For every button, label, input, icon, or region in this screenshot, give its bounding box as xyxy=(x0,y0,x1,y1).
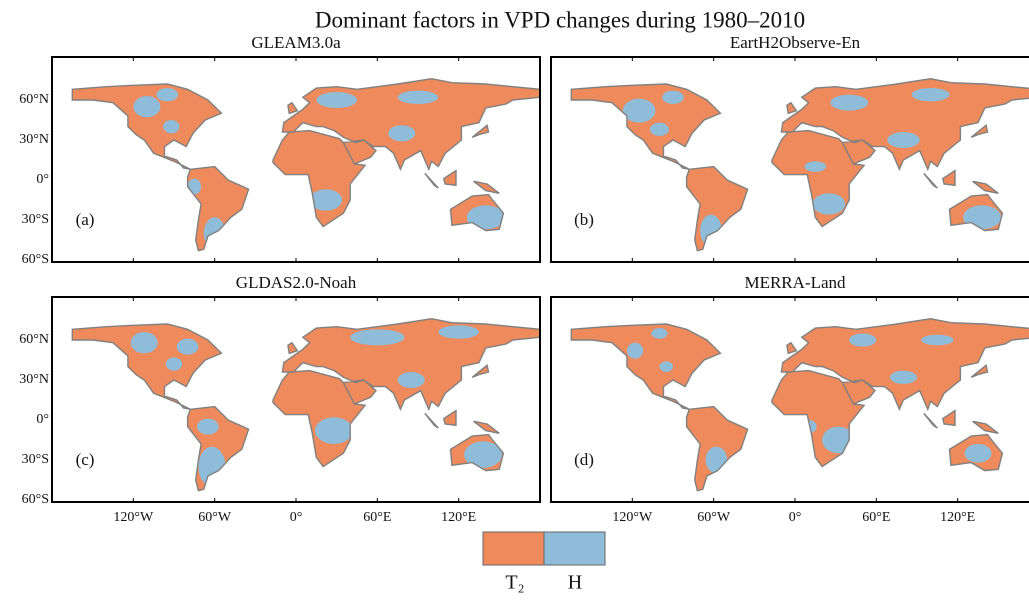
h-region xyxy=(849,333,877,347)
legend-label: H xyxy=(568,572,582,594)
h-region xyxy=(350,329,405,346)
land-t2 xyxy=(72,78,541,251)
land-t2 xyxy=(571,78,1029,251)
h-region xyxy=(464,441,503,468)
h-region xyxy=(911,87,950,102)
lat-label: 60°S xyxy=(22,492,49,507)
lat-label: 60°S xyxy=(22,252,49,267)
panel-title: MERRA-Land xyxy=(744,273,846,292)
h-region xyxy=(887,131,920,148)
map-panel xyxy=(51,296,541,503)
lon-label: 0° xyxy=(290,510,303,525)
h-region xyxy=(197,418,219,435)
panel-letter: (b) xyxy=(574,210,594,229)
coastline xyxy=(71,317,541,492)
h-region xyxy=(309,189,343,211)
h-region xyxy=(830,94,869,111)
h-region xyxy=(388,125,416,142)
coastline xyxy=(570,77,1029,252)
h-region xyxy=(921,334,954,346)
lat-label: 60°N xyxy=(19,92,49,107)
land-t2 xyxy=(72,318,541,491)
h-region xyxy=(397,90,439,104)
lat-label: 30°N xyxy=(19,372,49,387)
coastline xyxy=(71,77,541,252)
lat-label: 30°S xyxy=(22,452,49,467)
map-panel xyxy=(550,56,1029,263)
h-region xyxy=(316,91,358,108)
lon-label: 0° xyxy=(789,510,802,525)
h-region xyxy=(314,417,353,444)
figure-title: Dominant factors in VPD changes during 1… xyxy=(315,7,805,32)
h-region xyxy=(649,122,669,136)
panel-letter: (a) xyxy=(76,210,95,229)
lon-label: 120°E xyxy=(940,510,975,525)
map-panel xyxy=(51,56,541,263)
panel-letter: (c) xyxy=(76,450,95,469)
lon-label: 120°W xyxy=(113,510,154,525)
panel-letter: (d) xyxy=(574,450,594,469)
h-region xyxy=(163,119,180,134)
h-region xyxy=(130,331,158,354)
lon-label: 60°E xyxy=(363,510,391,525)
legend-swatch-t2 xyxy=(482,531,545,566)
lon-label: 120°E xyxy=(441,510,476,525)
h-region xyxy=(165,357,183,371)
h-region xyxy=(176,338,199,355)
map-panel xyxy=(550,296,1029,503)
coastline xyxy=(570,317,1029,492)
lon-label: 120°W xyxy=(612,510,653,525)
h-region xyxy=(659,361,674,372)
lat-label: 0° xyxy=(36,172,49,187)
land-h-regions xyxy=(133,87,505,250)
h-region xyxy=(889,370,918,384)
legend-label: T₂ xyxy=(505,572,524,594)
h-region xyxy=(133,95,161,118)
h-region xyxy=(156,87,179,102)
lat-label: 0° xyxy=(36,412,49,427)
panel-title: GLEAM3.0a xyxy=(251,33,341,52)
lon-label: 60°W xyxy=(198,510,232,525)
h-region xyxy=(804,161,827,172)
land-t2 xyxy=(571,318,1029,491)
h-region xyxy=(438,325,480,339)
panel-title: EartH2Observe-En xyxy=(730,33,861,52)
lon-label: 60°E xyxy=(862,510,890,525)
h-region xyxy=(626,342,644,359)
h-region xyxy=(466,205,505,230)
lat-label: 30°N xyxy=(19,132,49,147)
panel-title: GLDAS2.0-Noah xyxy=(236,273,357,292)
h-region xyxy=(651,327,668,339)
lat-label: 30°S xyxy=(22,212,49,227)
lon-label: 60°W xyxy=(697,510,731,525)
h-region xyxy=(812,193,846,215)
h-region xyxy=(964,443,992,463)
lat-label: 60°N xyxy=(19,332,49,347)
legend-swatch-h xyxy=(543,531,606,566)
h-region xyxy=(662,90,684,104)
h-region xyxy=(397,371,425,388)
h-region xyxy=(622,98,656,123)
